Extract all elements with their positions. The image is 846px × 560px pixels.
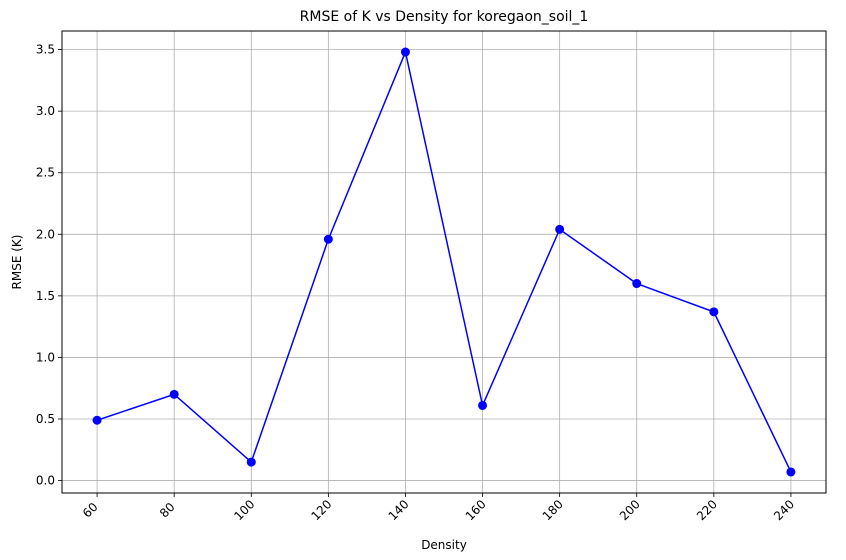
data-point <box>632 279 642 289</box>
data-point <box>246 457 256 467</box>
series-layer <box>92 47 796 477</box>
y-tick-label: 3.0 <box>36 104 55 118</box>
x-axis-label: Density <box>421 538 467 552</box>
data-point <box>555 224 565 234</box>
chart-title: RMSE of K vs Density for koregaon_soil_1 <box>300 9 589 25</box>
y-tick-label: 2.0 <box>36 227 55 241</box>
data-point <box>323 234 333 244</box>
plot-frame <box>61 30 827 494</box>
data-point <box>400 47 410 57</box>
y-tick-label: 0.5 <box>36 412 55 426</box>
data-point <box>709 307 719 317</box>
y-tick-label: 2.5 <box>36 166 55 180</box>
grid <box>62 31 826 493</box>
series-line <box>96 49 792 473</box>
y-tick-label: 3.5 <box>36 43 55 57</box>
y-tick-label: 1.0 <box>36 350 55 364</box>
data-point <box>169 389 179 399</box>
data-point <box>92 415 102 425</box>
data-point <box>478 400 488 410</box>
y-axis-label: RMSE (K) <box>10 235 24 290</box>
y-tick-label: 0.0 <box>36 474 55 488</box>
data-point <box>786 467 796 477</box>
y-tick-label: 1.5 <box>36 289 55 303</box>
